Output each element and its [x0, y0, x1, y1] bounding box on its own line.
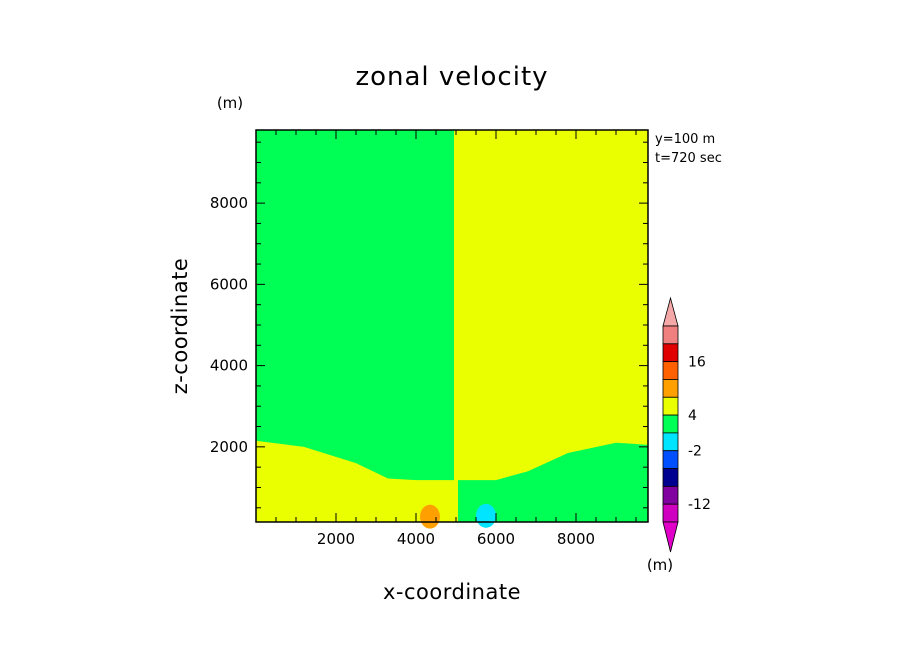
- colorbar-swatch: [662, 468, 679, 487]
- blob-orange: [420, 504, 440, 529]
- velocity-field: [256, 130, 648, 529]
- x-axis-ticks: 2000 4000 6000 8000: [275, 130, 637, 548]
- info-text: y=100 m t=720 sec: [655, 132, 722, 166]
- y-tick-label: 4000: [210, 357, 248, 375]
- y-tick-label: 8000: [210, 194, 248, 212]
- colorbar-swatch: [662, 503, 679, 523]
- colorbar-swatch: [662, 414, 679, 434]
- info-line-y: y=100 m: [655, 132, 715, 147]
- colorbar-swatch: [662, 325, 679, 345]
- x-tick-label: 6000: [477, 530, 515, 548]
- blob-cyan: [476, 503, 496, 528]
- plot-frame: [255, 129, 649, 523]
- y-axis-ticks: 2000 4000 6000 8000: [210, 141, 648, 509]
- x-tick-label: 4000: [397, 530, 435, 548]
- y-axis-label: z-coordinate: [168, 258, 192, 395]
- chart-title: zonal velocity: [355, 62, 548, 92]
- region-right-lower: [456, 442, 648, 522]
- colorbar-swatch: [662, 396, 679, 416]
- colorbar-unit: (m): [647, 556, 673, 574]
- y-tick-label: 6000: [210, 275, 248, 293]
- colorbar-under-arrow: [662, 521, 679, 553]
- colorbar: 16 4 -2 -12: [662, 296, 711, 553]
- region-left-lower: [256, 440, 456, 522]
- colorbar-label: -12: [688, 497, 711, 513]
- y-axis-unit: (m): [217, 94, 243, 112]
- x-tick-label: 2000: [317, 530, 355, 548]
- colorbar-over-arrow: [662, 296, 679, 327]
- colorbar-label: 4: [688, 408, 697, 424]
- colorbar-swatch: [662, 450, 679, 469]
- colorbar-swatch: [662, 432, 679, 452]
- colorbar-swatch: [662, 343, 679, 363]
- interface-strip: [454, 130, 458, 522]
- colorbar-label: -2: [688, 444, 702, 460]
- x-axis-label: x-coordinate: [383, 580, 521, 604]
- colorbar-swatch: [662, 361, 679, 380]
- colorbar-swatch: [662, 379, 679, 398]
- x-tick-label: 8000: [557, 530, 595, 548]
- info-line-t: t=720 sec: [655, 151, 722, 166]
- colorbar-label: 16: [688, 355, 706, 371]
- colorbar-swatch: [662, 485, 679, 505]
- y-tick-label: 2000: [210, 438, 248, 456]
